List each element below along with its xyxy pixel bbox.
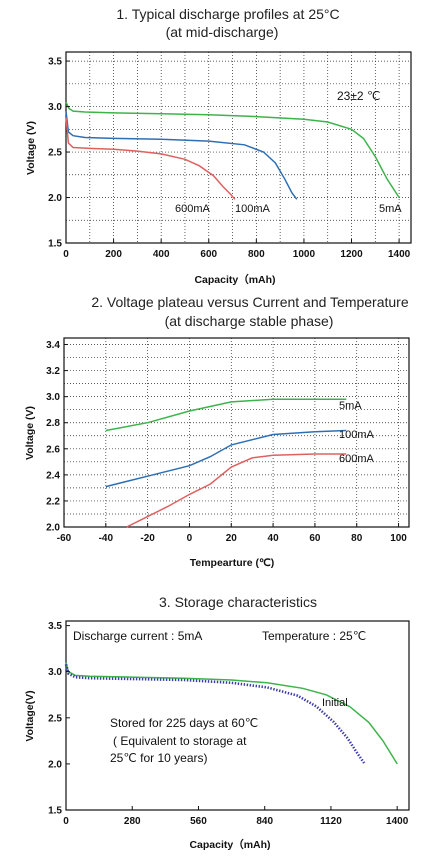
chart-3-title: 3. Storage characteristics [159, 594, 317, 610]
series-line-dotted [64, 663, 366, 764]
x-tick-label: 840 [256, 816, 273, 827]
x-tick-label: 560 [190, 816, 207, 827]
temperature-annotation: 23±2 ℃ [337, 89, 380, 103]
chart-2-plot-frame [63, 337, 410, 528]
chart-1-plot-frame [65, 51, 412, 244]
storage-note-line-2: ( Equivalent to storage at [113, 734, 247, 748]
y-tick-label: 3.4 [46, 340, 60, 351]
x-tick-label: 0 [187, 533, 193, 544]
y-tick-label: 3.5 [48, 57, 62, 68]
x-tick-label: 40 [268, 533, 280, 544]
series-line-initial [65, 662, 398, 765]
x-tick-label: 800 [248, 249, 265, 260]
y-tick-label: 2.0 [48, 759, 62, 770]
x-tick-label: 0 [63, 249, 69, 260]
chart-2-x-axis-label: Tempearture (℃) [190, 557, 275, 569]
chart-1-series-label-600ma: 600mA [175, 203, 211, 215]
y-tick-label: 3.2 [46, 366, 60, 377]
chart-2-y-axis-label: Voltage (V) [24, 406, 36, 460]
chart-1-series-label-5ma: 5mA [379, 203, 402, 215]
chart-1-y-axis-label: Voltage (V) [25, 121, 37, 175]
y-tick-label: 3.0 [46, 392, 60, 403]
x-tick-label: 0 [63, 816, 69, 827]
chart-3-y-axis-label: Voltage(V) [24, 690, 36, 741]
chart-2-series-label-600ma: 600mA [339, 453, 375, 465]
chart-3: 3. Storage characteristics 0 280 560 840 112… [24, 594, 410, 851]
x-tick-label: 60 [309, 533, 321, 544]
series-line-5ma [105, 398, 347, 432]
y-tick-label: 2.5 [48, 148, 62, 159]
y-tick-label: 2.4 [46, 470, 60, 481]
y-tick-label: 1.5 [48, 806, 62, 817]
storage-note-line-1: Stored for 225 days at 60℃ [110, 716, 258, 730]
discharge-current-note: Discharge current : 5mA [73, 629, 202, 643]
y-tick-label: 3.0 [48, 667, 62, 678]
y-tick-label: 2.5 [48, 713, 62, 724]
x-tick-label: 1400 [386, 816, 409, 827]
chart-3-x-axis-label: Capacity（mAh) [189, 838, 270, 851]
x-tick-label: 1000 [293, 249, 316, 260]
chart-3-series-label-initial: Initial [322, 697, 348, 709]
y-tick-label: 3.5 [48, 621, 62, 632]
y-tick-label: 2.6 [46, 444, 60, 455]
series-line-600ma [65, 117, 236, 200]
x-tick-label: 200 [105, 249, 122, 260]
y-tick-label: 3.0 [48, 102, 62, 113]
x-tick-label: 1120 [320, 816, 342, 827]
series-line-5ma [65, 101, 400, 198]
x-tick-label: 600 [200, 249, 217, 260]
chart-1-title: 1. Typical discharge profiles at 25°C [116, 6, 339, 22]
chart-2-subtitle: (at discharge stable phase) [165, 313, 334, 329]
y-tick-label: 2.0 [48, 193, 62, 204]
x-tick-label: 1400 [388, 249, 411, 260]
x-tick-label: 400 [153, 249, 170, 260]
y-tick-label: 2.0 [46, 523, 60, 534]
x-tick-label: 20 [226, 533, 238, 544]
series-line-100ma [105, 429, 347, 488]
x-tick-label: -40 [99, 533, 114, 544]
storage-note-line-3: 25℃ for 10 years) [110, 751, 208, 765]
chart-1-series-label-100ma: 100mA [235, 203, 271, 215]
chart-2-series-label-5ma: 5mA [339, 400, 362, 412]
y-tick-label: 2.2 [46, 496, 60, 507]
temperature-note: Temperature : 25℃ [262, 629, 366, 643]
chart-2-series-label-100ma: 100mA [339, 429, 375, 441]
y-tick-label: 1.5 [48, 239, 62, 250]
x-tick-label: 1200 [340, 249, 363, 260]
chart-3-plot-frame [65, 620, 410, 811]
x-tick-label: -20 [140, 533, 155, 544]
chart-1-subtitle: (at mid-discharge) [166, 24, 279, 40]
series-line-100ma [65, 111, 298, 200]
x-tick-label: -60 [57, 533, 72, 544]
series-line-600ma [126, 453, 347, 528]
x-tick-label: 280 [124, 816, 141, 827]
y-tick-label: 2.8 [46, 418, 60, 429]
chart-2: 2. Voltage plateau versus Current and Te… [24, 294, 410, 569]
x-tick-label: 100 [390, 533, 407, 544]
chart-1-x-axis-label: Capacity（mAh) [194, 273, 275, 286]
chart-2-title: 2. Voltage plateau versus Current and Te… [91, 294, 408, 310]
x-tick-label: 80 [351, 533, 363, 544]
chart-1: 1. Typical discharge profiles at 25°C (a… [25, 6, 412, 286]
